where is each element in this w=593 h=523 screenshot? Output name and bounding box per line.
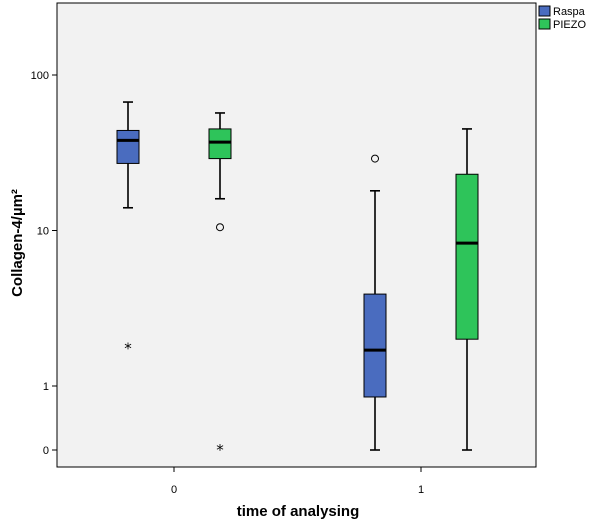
- legend-label: Raspa: [553, 6, 586, 18]
- y-tick-label: 0: [43, 445, 49, 457]
- outlier-circle: [371, 154, 379, 163]
- box-body: [363, 293, 387, 398]
- legend-label: PIEZO: [553, 19, 586, 31]
- box-raspa-1: [363, 154, 387, 451]
- y-tick-label: 100: [31, 70, 49, 82]
- legend-swatch: [538, 5, 551, 17]
- x-axis-title: time of analysing: [237, 503, 360, 520]
- x-tick-label: 0: [171, 484, 177, 496]
- box-group: **: [116, 101, 479, 459]
- box-body: [208, 128, 232, 160]
- outlier-star: *: [124, 339, 132, 357]
- outlier-star: *: [216, 441, 224, 459]
- box-body: [116, 129, 140, 164]
- outlier-circle: [216, 223, 224, 232]
- legend-swatch: [538, 18, 551, 30]
- y-axis: 0 1 10 100: [31, 70, 57, 457]
- y-tick-label: 1: [43, 381, 49, 393]
- y-tick-label: 10: [37, 226, 49, 238]
- box-piezo-0: *: [208, 112, 232, 459]
- box-piezo-1: [455, 128, 479, 451]
- y-axis-title: Collagen-4/µm²: [9, 189, 26, 297]
- box-raspa-0: *: [116, 101, 140, 357]
- x-tick-label: 1: [418, 484, 424, 496]
- box-body: [455, 173, 479, 340]
